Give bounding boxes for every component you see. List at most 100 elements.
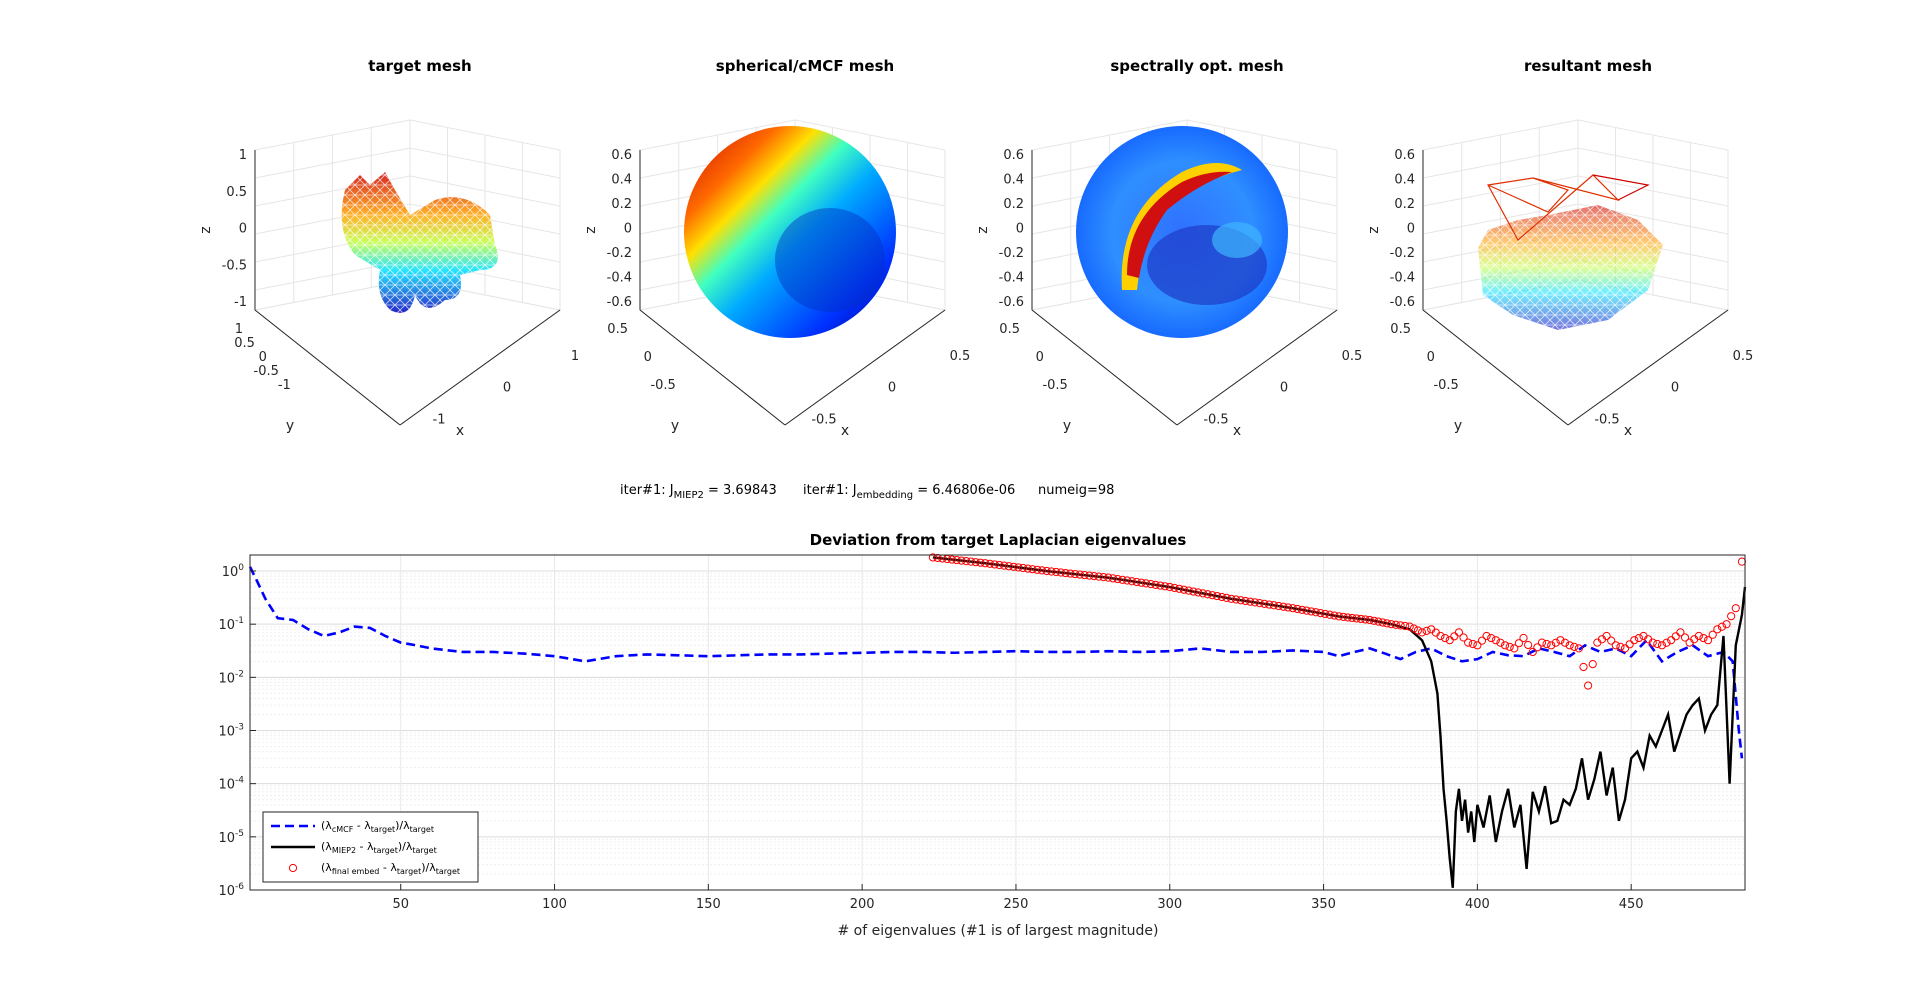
- z-tick-label: 0: [1016, 222, 1024, 237]
- data-point: [1500, 641, 1510, 650]
- y-axis-label: y: [286, 418, 294, 434]
- data-point: [1369, 616, 1379, 625]
- y-tick-exponent: -5: [235, 829, 244, 839]
- y-tick-base: 10: [218, 725, 235, 740]
- data-point: [1382, 619, 1392, 628]
- data-point: [1556, 636, 1565, 645]
- data-point: [1184, 586, 1193, 595]
- data-point: [1676, 628, 1685, 637]
- legend-entry: (λfinal embed - λtarget)/λtarget: [321, 861, 460, 876]
- data-point: [1547, 641, 1556, 650]
- z-tick-label: 0: [1407, 222, 1415, 237]
- data-point: [1089, 572, 1099, 581]
- mesh-shape-1: [341, 172, 498, 313]
- data-point: [1075, 570, 1084, 579]
- data-point: [1487, 633, 1496, 643]
- y-tick-label: 0: [259, 350, 267, 365]
- data-point: [1454, 628, 1464, 637]
- data-point: [1519, 633, 1528, 643]
- data-point: [1222, 593, 1231, 602]
- series-1: [248, 566, 1744, 759]
- data-point: [1343, 613, 1352, 622]
- resultant-spike-lines-2: [1592, 174, 1650, 201]
- data-point: [1037, 566, 1047, 575]
- data-point: [1137, 578, 1146, 587]
- data-point: [1378, 618, 1387, 627]
- z-tick-label: -0.6: [1390, 295, 1415, 310]
- x-tick-label: -0.5: [1203, 412, 1228, 427]
- x-axis: [1176, 309, 1338, 426]
- z-tick-label: -0.5: [222, 258, 247, 273]
- data-point: [1250, 598, 1260, 607]
- z-tick-label: 0.5: [226, 185, 247, 200]
- x-tick-label: 0: [888, 381, 896, 396]
- data-point: [1514, 639, 1524, 648]
- data-point: [1274, 601, 1283, 611]
- svg-text:iter#1: Jembedding = 6.46806e-: iter#1: Jembedding = 6.46806e-06: [803, 483, 1015, 501]
- data-point: [1265, 600, 1274, 609]
- x-tick-label: 0: [503, 381, 511, 396]
- data-point: [1316, 609, 1325, 618]
- y-tick-exponent: -3: [235, 723, 244, 733]
- x-axis-label: x: [456, 423, 464, 439]
- data-point: [1542, 639, 1551, 649]
- data-point: [1293, 604, 1302, 614]
- legend-subscript: target: [412, 846, 436, 855]
- z-tick-label: -0.2: [999, 246, 1024, 261]
- status-embedding-sub: embedding: [857, 490, 914, 501]
- data-point: [1579, 662, 1588, 672]
- legend-subscript: target: [436, 867, 460, 876]
- data-point: [1113, 574, 1122, 584]
- legend-text-part: - λ: [379, 861, 397, 874]
- data-point: [1217, 592, 1226, 602]
- series-line: [248, 566, 1744, 759]
- chart-legend: (λcMCF - λtarget)/λtarget(λMIEP2 - λtarg…: [262, 811, 479, 883]
- mesh-panel-4: resultant mesh 0.6 0.4 0.2 0 -0.2 -0.4 -0.6 z 0.5…: [1366, 57, 1753, 439]
- data-point: [1584, 681, 1593, 690]
- data-point: [966, 557, 976, 566]
- data-point: [1302, 606, 1311, 615]
- x-axis: [1567, 309, 1729, 426]
- data-point: [1505, 642, 1514, 651]
- y-tick-label: 0.5: [1390, 322, 1411, 337]
- data-point: [1108, 574, 1118, 583]
- z-tick-label: -0.4: [1390, 271, 1415, 286]
- z-tick-label: 0.6: [1394, 148, 1415, 163]
- status-embedding-value: = 6.46806e-06: [913, 483, 1015, 498]
- data-point: [1717, 622, 1727, 631]
- status-line: iter#1: JMIEP2 = 3.69843 iter#1: Jembedd…: [620, 483, 1114, 501]
- y-tick-label: 10-4: [218, 776, 244, 793]
- x-axis-label: x: [1233, 423, 1241, 439]
- data-point: [1307, 607, 1316, 616]
- data-point: [1473, 641, 1482, 650]
- data-point: [1279, 602, 1288, 611]
- mesh-panel-2: spherical/cMCF mesh 0.6 0.4 0.2 0 -0.2 -0.4 -0.…: [583, 57, 970, 439]
- y-tick-label: -1: [278, 378, 291, 393]
- x-tick-label: 450: [1619, 897, 1644, 912]
- legend-entry: (λMIEP2 - λtarget)/λtarget: [321, 840, 437, 855]
- data-point: [1325, 610, 1334, 619]
- x-tick-label: 0.5: [950, 349, 971, 364]
- data-point: [1123, 576, 1132, 585]
- data-point: [1477, 636, 1487, 645]
- data-point: [1052, 567, 1061, 577]
- y-tick-label: 0.5: [607, 322, 628, 337]
- data-point: [1146, 580, 1155, 589]
- y-tick-label: 0: [1036, 350, 1044, 365]
- series-2: [932, 556, 1747, 888]
- legend-subscript: target: [371, 825, 395, 834]
- z-tick-label: -1: [234, 295, 247, 310]
- data-point: [1283, 603, 1293, 612]
- data-point: [1170, 583, 1179, 593]
- data-point: [1620, 644, 1630, 653]
- legend-text-part: (λ: [321, 819, 332, 832]
- data-point: [1009, 562, 1018, 571]
- data-point: [1339, 612, 1348, 622]
- y-tick-label: 10-2: [218, 669, 244, 686]
- x-tick-label: 0: [1671, 381, 1679, 396]
- data-point: [1099, 573, 1108, 582]
- data-point: [1699, 633, 1708, 643]
- data-point: [1708, 630, 1717, 639]
- data-point: [1104, 573, 1113, 582]
- legend-text-part: )/λ: [421, 861, 436, 874]
